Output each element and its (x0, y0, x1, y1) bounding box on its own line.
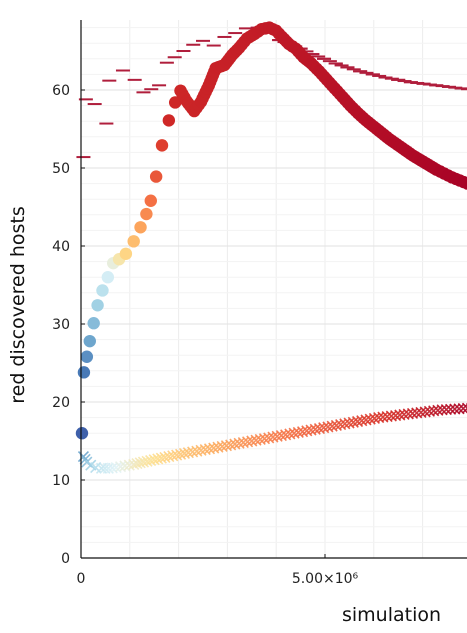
cross-marker (360, 414, 372, 426)
series-circle-markers (75, 21, 467, 440)
cross-marker (440, 403, 452, 416)
circle-marker (155, 139, 169, 152)
cross-marker (233, 437, 245, 449)
cross-marker (216, 440, 228, 453)
cross-marker (335, 419, 347, 431)
circle-marker (77, 366, 91, 379)
circle-marker (87, 317, 100, 330)
y-tick-label: 50 (52, 161, 70, 177)
cross-marker (322, 421, 334, 433)
circle-marker (75, 427, 89, 440)
circle-marker (101, 271, 115, 284)
cross-marker (271, 430, 283, 442)
y-tick-label: 40 (52, 239, 70, 255)
cross-marker (267, 431, 279, 443)
cross-marker (326, 420, 338, 432)
cross-marker (296, 426, 309, 438)
cross-marker (280, 429, 292, 441)
cross-marker (237, 436, 249, 449)
cross-marker (191, 445, 203, 457)
cross-marker (199, 444, 211, 456)
cross-marker (254, 433, 266, 446)
circle-marker (134, 221, 147, 234)
cross-marker (229, 438, 241, 450)
cross-marker (351, 415, 364, 428)
cross-marker (134, 457, 146, 469)
cross-marker (275, 429, 287, 442)
cross-marker (110, 461, 122, 474)
x-axis-label: simulation (342, 604, 441, 626)
cross-marker (330, 419, 342, 431)
cross-marker (187, 446, 199, 458)
axes (80, 20, 467, 559)
cross-marker (212, 441, 224, 453)
series-hline-markers (76, 26, 467, 159)
circle-marker (119, 247, 133, 260)
circle-marker (162, 114, 176, 127)
cross-marker (258, 433, 271, 445)
cross-marker (288, 427, 300, 439)
tick-labels: 0 10 20 30 40 50 60 0 5.00×10⁶ (52, 83, 358, 587)
circle-marker (140, 207, 153, 221)
cross-marker (305, 424, 317, 436)
grid (81, 20, 467, 558)
cross-marker (208, 442, 220, 454)
cross-marker (242, 436, 254, 448)
circle-marker (149, 170, 163, 183)
cross-marker (284, 428, 296, 440)
cross-marker (225, 439, 237, 451)
cross-marker (182, 447, 194, 459)
x-tick-label: 5.00×10⁶ (292, 571, 359, 587)
cross-marker (250, 434, 262, 446)
cross-marker (461, 402, 467, 414)
y-tick-label: 0 (61, 551, 70, 567)
circle-marker (127, 235, 140, 248)
cross-marker (195, 444, 207, 456)
cross-marker (364, 413, 376, 425)
cross-marker (131, 458, 143, 470)
cross-marker (339, 418, 351, 430)
cross-marker (343, 417, 355, 429)
y-axis-label: red discovered hosts (7, 206, 29, 404)
cross-marker (318, 422, 330, 434)
cross-marker (453, 403, 465, 415)
circle-marker (168, 96, 182, 109)
cross-marker (114, 461, 127, 473)
cross-marker (119, 460, 131, 472)
circle-marker (80, 350, 94, 363)
circle-marker (91, 299, 104, 312)
cross-marker (313, 422, 326, 435)
cross-marker (301, 425, 313, 437)
cross-marker (356, 415, 368, 427)
cross-marker (436, 404, 448, 416)
cross-marker (449, 403, 461, 415)
series-cross-markers (77, 402, 467, 474)
y-tick-label: 60 (52, 83, 70, 99)
cross-marker (220, 440, 232, 452)
y-tick-label: 10 (52, 473, 70, 489)
cross-marker (246, 435, 258, 447)
cross-marker (263, 432, 275, 444)
y-tick-label: 20 (52, 395, 70, 411)
x-tick-label: 0 (77, 571, 86, 587)
circle-marker (83, 334, 96, 348)
cross-marker (309, 423, 321, 435)
cross-marker (128, 458, 140, 470)
circle-marker (96, 284, 109, 297)
circle-marker (144, 194, 157, 207)
cross-marker (203, 443, 216, 455)
cross-marker (292, 426, 304, 438)
cross-marker (347, 416, 359, 428)
y-tick-label: 30 (52, 317, 70, 333)
cross-marker (445, 403, 457, 415)
